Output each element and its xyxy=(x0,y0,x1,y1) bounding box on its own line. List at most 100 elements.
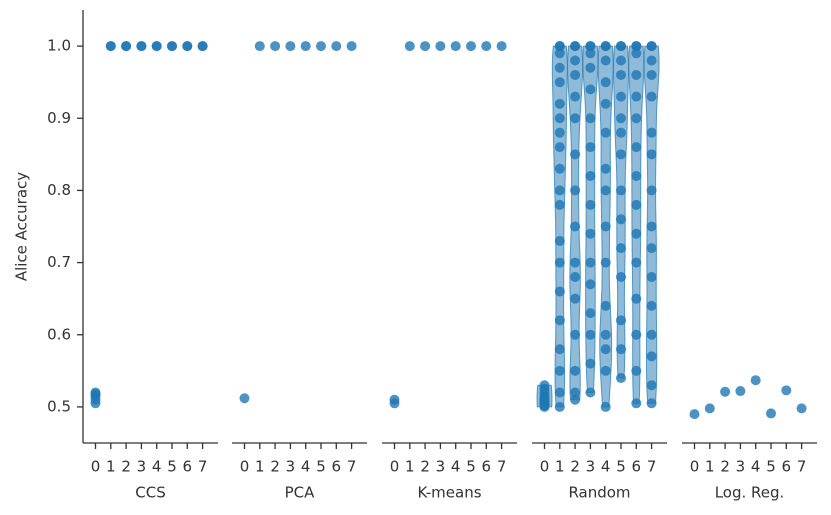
point xyxy=(600,185,611,196)
point xyxy=(600,300,611,311)
point xyxy=(600,77,611,88)
y-tick-label: 0.9 xyxy=(47,109,71,127)
point xyxy=(631,41,642,52)
point xyxy=(616,113,626,124)
x-tick-label: 2 xyxy=(420,458,430,476)
point xyxy=(570,272,581,283)
point xyxy=(600,344,611,355)
point xyxy=(570,394,581,405)
point xyxy=(646,69,657,80)
point xyxy=(539,396,550,407)
x-tick-label: 1 xyxy=(705,458,715,476)
point xyxy=(600,163,611,174)
point xyxy=(600,98,611,109)
x-tick-label: 2 xyxy=(270,458,280,476)
x-tick-label: 2 xyxy=(570,458,580,476)
point xyxy=(585,48,596,59)
y-tick-label: 0.5 xyxy=(47,397,71,415)
point xyxy=(616,214,626,225)
point xyxy=(331,41,342,52)
point xyxy=(570,91,581,102)
point xyxy=(316,41,326,52)
point xyxy=(554,199,565,210)
x-tick-label: 0 xyxy=(91,458,101,476)
point xyxy=(585,142,596,153)
point xyxy=(616,272,626,283)
x-tick-label: 5 xyxy=(167,458,177,476)
point xyxy=(600,401,611,412)
x-axis-label: CCS xyxy=(135,484,165,502)
point xyxy=(646,398,657,409)
point xyxy=(570,257,581,268)
point xyxy=(450,41,461,52)
point xyxy=(585,84,596,95)
point xyxy=(585,257,596,268)
point xyxy=(585,308,596,319)
x-tick-label: 7 xyxy=(198,458,208,476)
x-tick-label: 5 xyxy=(616,458,626,476)
point xyxy=(496,41,507,52)
x-tick-label: 5 xyxy=(466,458,476,476)
point xyxy=(554,77,565,88)
x-tick-label: 0 xyxy=(390,458,400,476)
point xyxy=(389,394,400,405)
point xyxy=(197,41,208,52)
point xyxy=(570,387,581,398)
point xyxy=(554,344,565,355)
point xyxy=(631,228,642,239)
x-axis-label: K-means xyxy=(417,484,481,502)
y-tick-label: 0.8 xyxy=(47,181,71,199)
x-tick-label: 6 xyxy=(482,458,492,476)
point xyxy=(600,329,611,340)
x-tick-label: 3 xyxy=(286,458,296,476)
point xyxy=(631,398,642,409)
point xyxy=(600,55,611,66)
point xyxy=(554,387,565,398)
point xyxy=(539,380,550,391)
point xyxy=(646,55,657,66)
point xyxy=(570,221,581,232)
x-tick-label: 6 xyxy=(782,458,792,476)
point xyxy=(285,41,296,52)
point xyxy=(616,127,626,138)
point xyxy=(646,221,657,232)
point xyxy=(585,199,596,210)
point xyxy=(554,127,565,138)
x-tick-label: 7 xyxy=(497,458,507,476)
point xyxy=(735,386,746,397)
point xyxy=(585,41,596,52)
violin xyxy=(612,45,630,379)
point xyxy=(481,41,492,52)
y-tick-label: 0.6 xyxy=(47,325,71,343)
point xyxy=(646,380,657,391)
point xyxy=(167,41,177,52)
point xyxy=(151,41,162,52)
point xyxy=(631,170,642,181)
point xyxy=(554,48,565,59)
point xyxy=(600,257,611,268)
point xyxy=(585,170,596,181)
point xyxy=(781,385,792,396)
point xyxy=(796,403,807,414)
x-tick-label: 1 xyxy=(555,458,565,476)
x-tick-label: 7 xyxy=(647,458,657,476)
point xyxy=(616,243,626,254)
point xyxy=(631,293,642,304)
point xyxy=(631,69,642,80)
x-tick-label: 3 xyxy=(436,458,446,476)
point xyxy=(554,286,565,297)
point xyxy=(554,185,565,196)
point xyxy=(766,408,776,419)
point xyxy=(631,329,642,340)
point xyxy=(570,69,581,80)
point xyxy=(600,127,611,138)
x-axis-label: Log. Reg. xyxy=(715,484,785,502)
point xyxy=(404,41,415,52)
x-tick-label: 5 xyxy=(316,458,326,476)
point xyxy=(616,315,626,326)
x-tick-label: 2 xyxy=(720,458,730,476)
point xyxy=(750,375,761,386)
y-tick-label: 0.7 xyxy=(47,253,71,271)
x-tick-label: 0 xyxy=(690,458,700,476)
